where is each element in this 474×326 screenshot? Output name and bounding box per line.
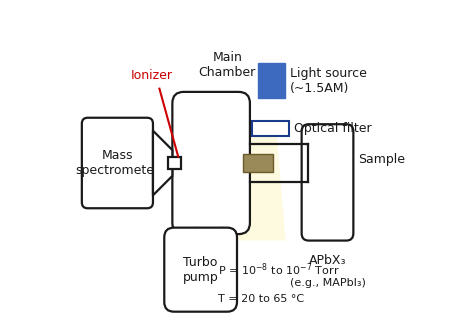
Text: Optical filter: Optical filter: [293, 122, 371, 135]
Text: T = 20 to 65 °C: T = 20 to 65 °C: [218, 294, 304, 304]
Text: Ionizer: Ionizer: [130, 69, 173, 82]
Bar: [252, 121, 289, 136]
Text: APbX₃: APbX₃: [309, 254, 346, 266]
FancyBboxPatch shape: [301, 124, 353, 241]
Text: Main
Chamber: Main Chamber: [199, 51, 256, 79]
Text: Light source
(~1.5AM): Light source (~1.5AM): [291, 67, 367, 95]
FancyBboxPatch shape: [164, 228, 237, 312]
Text: (e.g., MAPbI₃): (e.g., MAPbI₃): [290, 278, 365, 288]
Bar: [258, 63, 285, 98]
Bar: [243, 154, 273, 172]
Text: Mass
spectrometer: Mass spectrometer: [75, 149, 159, 177]
Text: Turbo
pump: Turbo pump: [183, 256, 219, 284]
Bar: [168, 156, 182, 170]
Bar: [197, 228, 222, 234]
Polygon shape: [230, 123, 285, 241]
FancyBboxPatch shape: [173, 92, 250, 234]
FancyBboxPatch shape: [82, 118, 153, 208]
Text: Sample: Sample: [358, 153, 405, 166]
Text: P = 10$^{-8}$ to 10$^{-7}$ Torr: P = 10$^{-8}$ to 10$^{-7}$ Torr: [218, 261, 339, 278]
Polygon shape: [153, 131, 173, 195]
